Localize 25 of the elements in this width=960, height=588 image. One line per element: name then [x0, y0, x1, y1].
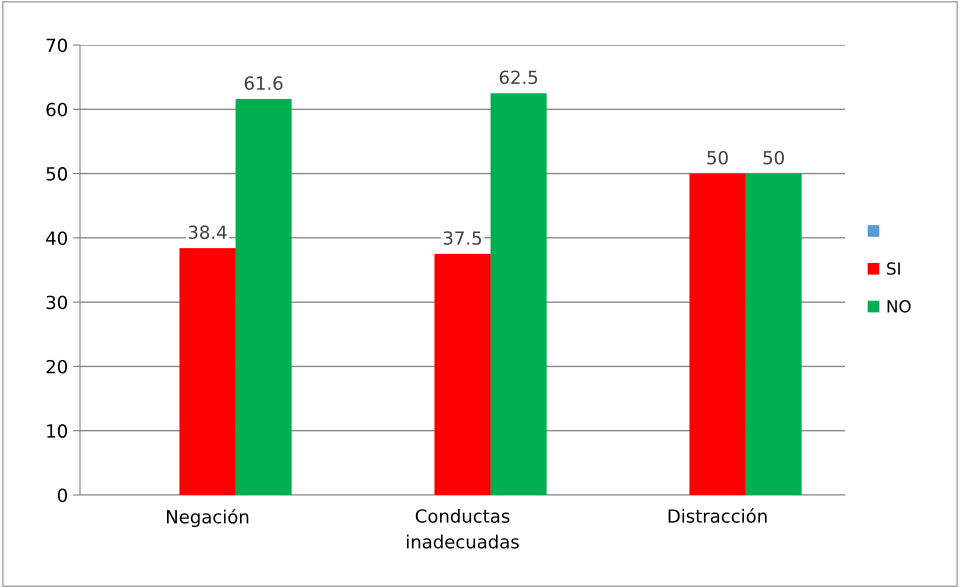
y-tick-label: 70 — [46, 38, 67, 52]
y-tick-label: 50 — [46, 167, 67, 181]
bar — [179, 248, 236, 495]
data-label: 37.5 — [444, 231, 482, 245]
y-tick-label: 60 — [46, 102, 67, 116]
bar — [236, 99, 292, 495]
data-label: 50 — [707, 150, 728, 165]
y-tick-label: 0 — [58, 488, 67, 502]
x-tick-label: Conductas inadecuadas — [406, 508, 519, 549]
y-tick-label: 20 — [46, 360, 67, 374]
data-label: 50 — [764, 150, 784, 165]
y-tick-label: 40 — [46, 231, 67, 245]
bar — [746, 174, 802, 495]
y-tick-label: 10 — [47, 424, 67, 438]
legend-label: NO — [888, 300, 911, 313]
data-label: 38.4 — [188, 225, 227, 240]
y-tick-label: 30 — [46, 296, 67, 310]
bar — [490, 93, 547, 495]
bar — [689, 174, 746, 495]
x-tick-label: Distracción — [668, 508, 767, 523]
data-label: 62.5 — [500, 70, 538, 84]
legend-label: SI — [887, 262, 900, 275]
bar — [434, 254, 491, 495]
x-tick-label: Negación — [166, 508, 248, 528]
data-label: 61.6 — [244, 76, 283, 90]
